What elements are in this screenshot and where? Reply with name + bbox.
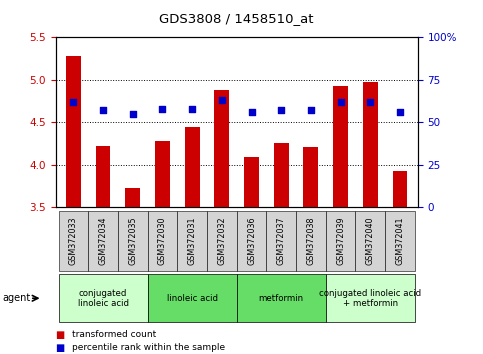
Text: transformed count: transformed count [72,330,156,339]
Bar [303,147,318,207]
Text: GSM372036: GSM372036 [247,216,256,265]
Bar [96,146,111,207]
Text: metformin: metformin [258,294,304,303]
Point [396,109,404,115]
Text: agent: agent [2,293,30,303]
Text: GSM372031: GSM372031 [187,216,197,265]
Text: GSM372030: GSM372030 [158,216,167,265]
Text: percentile rank within the sample: percentile rank within the sample [72,343,226,352]
Text: GSM372039: GSM372039 [336,216,345,265]
Text: GDS3808 / 1458510_at: GDS3808 / 1458510_at [159,12,314,25]
Text: conjugated
linoleic acid: conjugated linoleic acid [78,289,128,308]
Point [307,107,315,113]
Bar [125,188,140,207]
Bar [333,86,348,207]
Point [99,107,107,113]
Point [367,99,374,104]
Bar [363,82,378,207]
Bar [244,157,259,207]
Text: GSM372032: GSM372032 [217,216,227,265]
Point [248,109,256,115]
Bar [214,90,229,207]
Bar [185,127,199,207]
Bar [393,171,407,207]
Point [158,106,166,112]
Text: conjugated linoleic acid
+ metformin: conjugated linoleic acid + metformin [319,289,421,308]
Text: GSM372041: GSM372041 [396,216,404,265]
Text: ■: ■ [56,330,65,339]
Text: GSM372040: GSM372040 [366,216,375,265]
Point [70,99,77,104]
Point [337,99,344,104]
Text: GSM372035: GSM372035 [128,216,137,265]
Text: ■: ■ [56,343,65,353]
Text: linoleic acid: linoleic acid [167,294,218,303]
Bar [274,143,289,207]
Point [218,97,226,103]
Bar [155,141,170,207]
Text: GSM372037: GSM372037 [277,216,286,265]
Text: GSM372038: GSM372038 [306,216,315,265]
Bar [66,56,81,207]
Point [277,107,285,113]
Text: GSM372033: GSM372033 [69,216,78,265]
Point [188,106,196,112]
Text: GSM372034: GSM372034 [99,216,108,265]
Point [129,111,137,116]
